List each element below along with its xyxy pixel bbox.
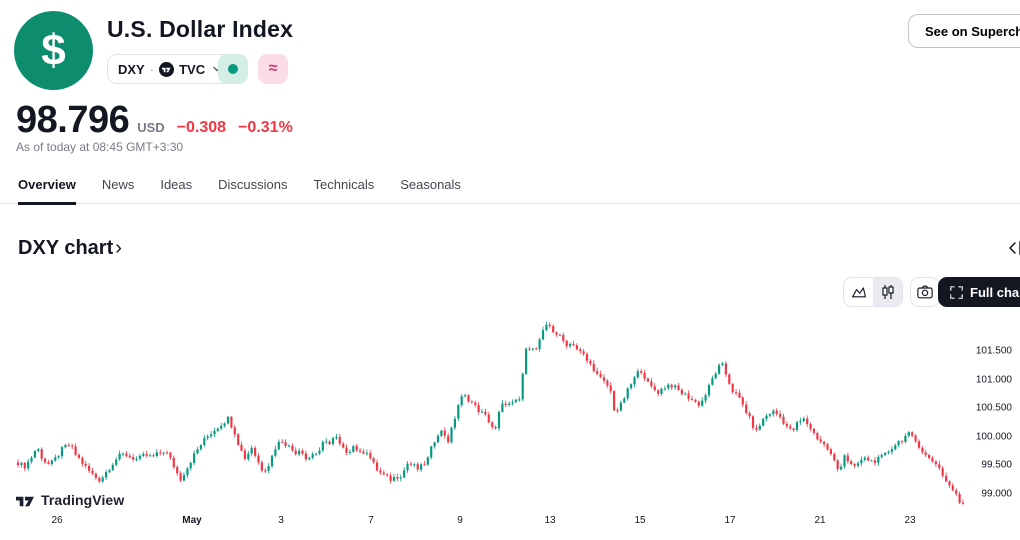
candlestick-chart[interactable] <box>0 308 1020 535</box>
full-chart-label: Full chart <box>970 284 1020 300</box>
x-axis-label: 7 <box>368 515 374 526</box>
chevron-right-icon: › <box>115 237 122 259</box>
market-open-dot-icon <box>228 64 238 74</box>
fullscreen-icon <box>950 285 963 299</box>
tradingview-watermark[interactable]: TradingView <box>16 492 124 508</box>
chart-toolbar <box>843 277 940 307</box>
tab-seasonals[interactable]: Seasonals <box>400 177 461 192</box>
x-axis-label: 3 <box>278 515 284 526</box>
x-axis-label: 13 <box>544 515 556 526</box>
price-change: −0.308 <box>176 119 227 136</box>
price-change-percent: −0.31% <box>238 119 293 136</box>
candles-chart-icon[interactable] <box>873 278 902 306</box>
exchange-label: TVC <box>179 61 206 77</box>
chart-section-heading-link[interactable]: DXY chart › <box>18 237 122 260</box>
candles-canvas <box>16 321 965 505</box>
x-axis-label: 9 <box>457 515 463 526</box>
area-chart-icon[interactable] <box>844 278 873 306</box>
x-axis-label: 26 <box>51 515 63 526</box>
tradingview-logo-icon <box>16 496 34 506</box>
y-axis-label: 100.500 <box>975 402 1012 414</box>
x-axis-label: May <box>182 515 202 526</box>
snapshot-camera-button[interactable] <box>910 277 940 307</box>
tab-ideas[interactable]: Ideas <box>160 177 193 192</box>
collapse-panel-icon[interactable] <box>1006 239 1020 262</box>
x-axis-label: 23 <box>904 515 916 526</box>
separator: · <box>149 61 155 77</box>
symbol-logo: $ <box>14 11 93 90</box>
tab-technicals[interactable]: Technicals <box>313 177 375 192</box>
as-of-timestamp: As of today at 08:45 GMT+3:30 <box>16 140 184 154</box>
tab-bar: Overview News Ideas Discussions Technica… <box>0 177 1020 205</box>
tab-overview[interactable]: Overview <box>18 177 76 205</box>
page-title: U.S. Dollar Index <box>107 16 294 42</box>
tab-news[interactable]: News <box>101 177 135 192</box>
y-axis-label: 100.000 <box>975 431 1012 443</box>
chart-type-segmented-control <box>843 277 903 307</box>
see-on-supercharts-button[interactable]: See on Supercharts <box>908 14 1020 48</box>
symbol-ticker: DXY <box>118 61 145 77</box>
camera-icon <box>917 285 933 299</box>
y-axis-label: 99.000 <box>981 488 1012 500</box>
quote-row: 98.796 USD −0.308 −0.31% <box>16 99 293 142</box>
tradingview-exchange-icon <box>159 61 175 77</box>
y-axis-label: 101.500 <box>975 345 1012 357</box>
y-axis-label: 99.500 <box>981 459 1012 471</box>
market-open-badge[interactable] <box>218 54 248 84</box>
delayed-data-badge[interactable]: ≈ <box>258 54 288 84</box>
tab-discussions[interactable]: Discussions <box>218 177 288 192</box>
x-axis-label: 15 <box>634 515 646 526</box>
watermark-label: TradingView <box>41 492 125 508</box>
x-axis-label: 21 <box>814 515 826 526</box>
full-chart-button[interactable]: Full chart <box>938 277 1020 307</box>
y-axis-label: 101.000 <box>975 374 1012 385</box>
last-price: 98.796 <box>16 99 130 141</box>
chart-heading-label: DXY chart <box>18 237 114 259</box>
currency-label: USD <box>137 120 165 135</box>
symbol-switcher[interactable]: DXY · TVC <box>107 54 234 84</box>
x-axis-label: 17 <box>724 515 736 526</box>
dollar-icon: $ <box>41 25 66 75</box>
